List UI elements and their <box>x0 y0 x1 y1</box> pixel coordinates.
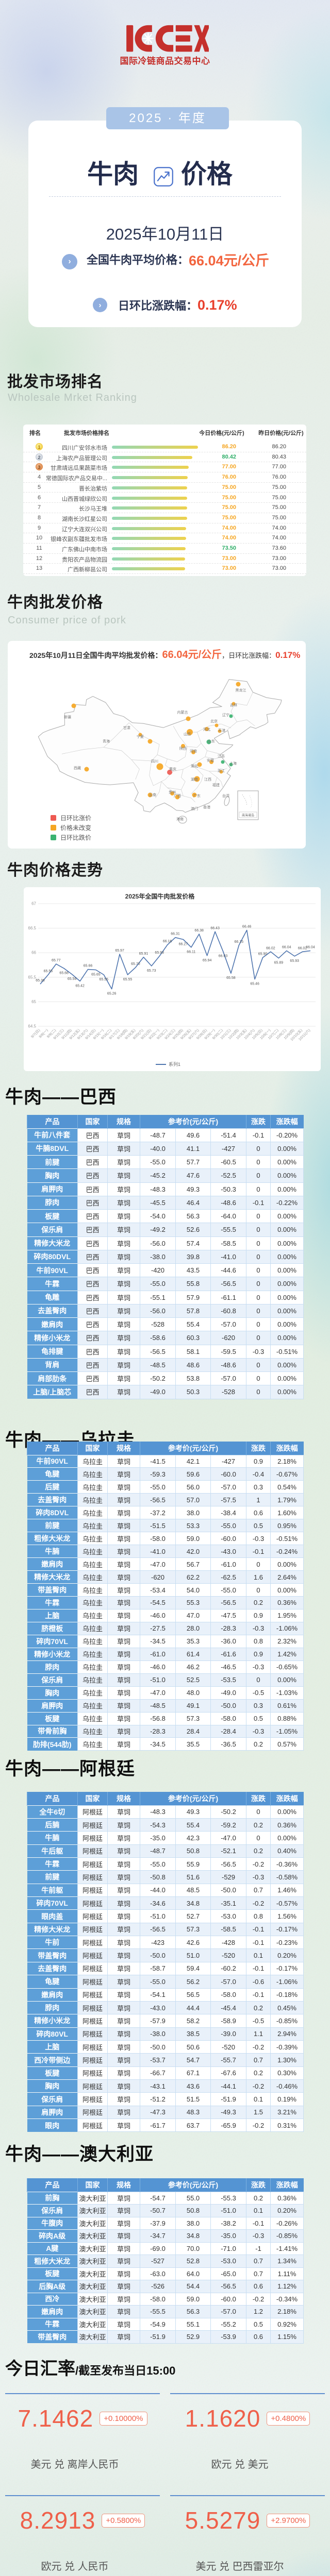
svg-text:66.38: 66.38 <box>194 929 204 933</box>
svg-text:67: 67 <box>31 902 36 906</box>
svg-text:江苏: 江苏 <box>218 754 225 758</box>
svg-text:65.97: 65.97 <box>115 949 124 953</box>
svg-text:南海诸岛: 南海诸岛 <box>242 814 254 818</box>
svg-text:陕西: 陕西 <box>179 746 187 751</box>
svg-text:湖南: 湖南 <box>191 777 198 782</box>
svg-text:66.03: 66.03 <box>219 954 228 958</box>
svg-text:黑龙江: 黑龙江 <box>236 688 246 692</box>
svg-text:香港: 香港 <box>203 805 210 809</box>
svg-text:江西: 江西 <box>204 777 211 782</box>
svg-text:65.5: 65.5 <box>28 975 36 979</box>
svg-text:65.91: 65.91 <box>139 952 148 956</box>
svg-text:65.36: 65.36 <box>36 979 45 982</box>
svg-text:65.89: 65.89 <box>274 961 284 965</box>
svg-text:浙江: 浙江 <box>218 768 225 773</box>
svg-text:系列1: 系列1 <box>169 1061 180 1067</box>
svg-text:河南: 河南 <box>190 749 197 753</box>
svg-text:四川: 四川 <box>151 759 158 764</box>
svg-text:65.73: 65.73 <box>147 969 156 973</box>
svg-text:65.42: 65.42 <box>75 984 85 988</box>
svg-text:66.15: 66.15 <box>235 940 244 944</box>
svg-text:65.56: 65.56 <box>68 977 77 981</box>
svg-text:65.66: 65.66 <box>84 964 93 968</box>
svg-text:福建: 福建 <box>212 783 220 787</box>
svg-text:新疆: 新疆 <box>64 715 71 719</box>
svg-text:66.02: 66.02 <box>266 946 275 950</box>
svg-text:66.11: 66.11 <box>187 951 195 954</box>
svg-text:65.93: 65.93 <box>290 959 299 963</box>
svg-text:辽宁: 辽宁 <box>222 713 229 717</box>
svg-text:65.65: 65.65 <box>91 973 101 977</box>
svg-text:云南: 云南 <box>149 792 156 797</box>
svg-text:天津: 天津 <box>218 728 225 733</box>
svg-text:山西: 山西 <box>184 732 191 736</box>
svg-text:66.04: 66.04 <box>306 945 315 949</box>
svg-text:宁夏: 宁夏 <box>137 734 144 739</box>
svg-text:山东: 山东 <box>208 739 215 743</box>
svg-text:66.02: 66.02 <box>298 946 307 950</box>
svg-text:西藏: 西藏 <box>74 766 81 770</box>
svg-text:65.94: 65.94 <box>203 959 212 962</box>
svg-text:贵州: 贵州 <box>169 790 176 794</box>
svg-text:65.58: 65.58 <box>226 976 236 980</box>
svg-text:65.90: 65.90 <box>258 953 268 956</box>
svg-text:66.31: 66.31 <box>171 933 180 936</box>
svg-text:甘肃: 甘肃 <box>123 725 130 730</box>
svg-text:66.27: 66.27 <box>179 943 188 946</box>
svg-text:青海: 青海 <box>103 739 110 743</box>
svg-text:内蒙古: 内蒙古 <box>177 710 188 715</box>
svg-text:66: 66 <box>31 951 36 955</box>
svg-text:2025年全国牛肉批发价格: 2025年全国牛肉批发价格 <box>125 892 195 900</box>
svg-text:65.93: 65.93 <box>155 951 164 955</box>
svg-text:重庆: 重庆 <box>169 767 176 771</box>
svg-text:66.16: 66.16 <box>163 940 172 943</box>
svg-text:65.55: 65.55 <box>44 970 53 973</box>
svg-text:66.43: 66.43 <box>210 926 220 930</box>
svg-text:65.55: 65.55 <box>123 978 133 981</box>
svg-text:河北: 河北 <box>203 727 210 732</box>
svg-text:台湾: 台湾 <box>222 793 229 798</box>
svg-text:64.5: 64.5 <box>28 1024 36 1029</box>
svg-text:65.68: 65.68 <box>59 972 69 975</box>
svg-text:65.70: 65.70 <box>131 962 140 966</box>
svg-text:66.46: 66.46 <box>242 925 252 928</box>
svg-text:65: 65 <box>31 999 36 1004</box>
svg-text:海南: 海南 <box>176 817 184 821</box>
svg-text:湖北: 湖北 <box>191 764 198 768</box>
svg-text:65.26: 65.26 <box>107 992 117 996</box>
svg-text:65.46: 65.46 <box>250 982 259 986</box>
svg-text:北京: 北京 <box>210 719 218 723</box>
svg-text:澳门: 澳门 <box>191 806 198 811</box>
svg-text:66.04: 66.04 <box>282 945 291 949</box>
svg-text:安徽: 安徽 <box>207 758 214 762</box>
svg-text:上海: 上海 <box>229 761 237 766</box>
svg-text:65.55: 65.55 <box>100 978 109 981</box>
svg-text:吉林: 吉林 <box>230 703 237 707</box>
svg-text:66.5: 66.5 <box>28 926 36 930</box>
svg-text:65.77: 65.77 <box>52 959 61 962</box>
svg-text:广西: 广西 <box>174 793 181 798</box>
svg-text:广东: 广东 <box>193 793 201 798</box>
